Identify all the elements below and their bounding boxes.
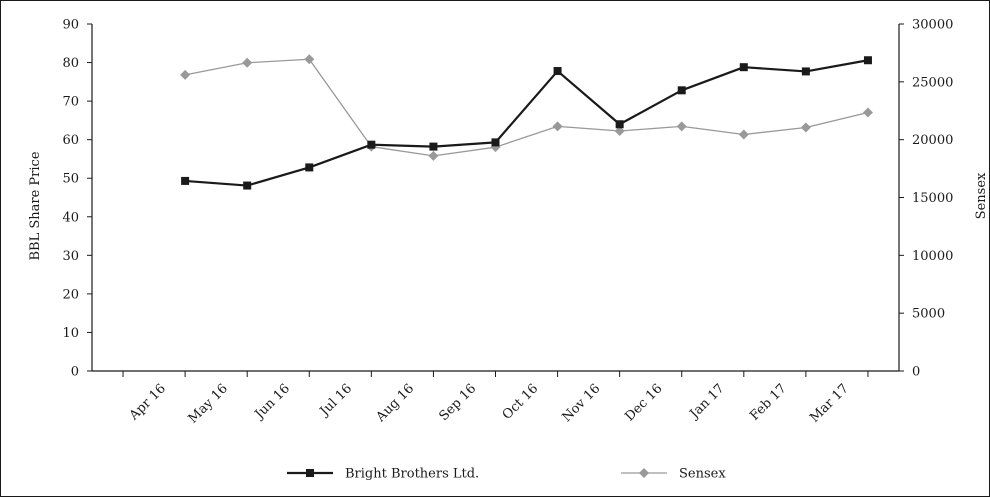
bbl-point [181, 176, 190, 185]
left-y-tick-label: 0 [71, 365, 79, 380]
sensex-point [639, 468, 649, 478]
left-y-tick-label: 80 [62, 56, 79, 71]
legend: Bright Brothers Ltd. Sensex [287, 467, 726, 482]
x-tick-label: Apr 16 [126, 381, 169, 424]
left-axis-title: BBL Share Price [28, 151, 43, 260]
right-axis-title: Sensex [974, 172, 989, 219]
right-y-tick-label: 5000 [912, 307, 945, 322]
sensex-point [862, 107, 873, 118]
right-y-tick-label: 20000 [912, 133, 953, 148]
x-tick-label: Jul 16 [316, 381, 355, 420]
x-tick-label: Aug 16 [373, 381, 417, 425]
sensex-point [614, 125, 625, 136]
bbl-point [801, 67, 810, 76]
x-tick-label: Jan 17 [686, 381, 728, 423]
x-tick-label: Sep 16 [436, 381, 479, 424]
bbl-point [429, 142, 438, 151]
right-y-tick-label: 25000 [912, 75, 953, 90]
sensex-point [676, 121, 687, 132]
sensex-point [304, 54, 315, 65]
right-y-tick-label: 30000 [912, 18, 953, 33]
x-tick-label: Dec 16 [622, 381, 665, 424]
sensex-point [428, 150, 439, 161]
right-y-tick-label: 0 [912, 365, 920, 380]
left-y-tick-label: 40 [62, 210, 79, 225]
right-y-tick-label: 10000 [912, 249, 953, 264]
left-y-tick-label: 30 [62, 249, 79, 264]
x-tick-label: May 16 [186, 381, 231, 426]
left-y-tick-label: 60 [62, 133, 79, 148]
x-tick-label: Nov 16 [559, 381, 603, 425]
bbl-point [863, 56, 872, 65]
right-y-tick-label: 15000 [912, 191, 953, 206]
sensex-line [184, 58, 869, 157]
legend-item-bbl: Bright Brothers Ltd. [287, 467, 479, 482]
legend-label: Bright Brothers Ltd. [345, 467, 479, 482]
bbl-series [181, 56, 872, 190]
left-y-tick-label: 10 [62, 326, 79, 341]
left-y-tick-label: 90 [62, 18, 79, 33]
bbl-point [615, 120, 624, 129]
left-y-tick-label: 50 [62, 172, 79, 187]
legend-label: Sensex [679, 467, 726, 482]
bbl-point [305, 163, 314, 172]
sensex-point [738, 129, 749, 140]
left-y-tick-label: 70 [62, 95, 79, 110]
legend-item-sensex: Sensex [621, 467, 726, 482]
bbl-point [367, 140, 376, 149]
x-tick-label: Feb 17 [747, 381, 789, 423]
x-tick-label: Mar 17 [807, 381, 852, 426]
sensex-point [180, 69, 191, 80]
bbl-point [306, 469, 314, 477]
bbl-point [243, 181, 252, 190]
axes [87, 23, 904, 377]
sensex-point [242, 57, 253, 68]
x-tick-label: Jun 16 [251, 381, 293, 423]
bbl-point [677, 86, 686, 95]
sensex-point [800, 122, 811, 133]
x-tick-label: Oct 16 [500, 381, 542, 423]
left-y-tick-label: 20 [62, 287, 79, 302]
bbl-point [553, 67, 562, 76]
bbl-point [491, 138, 500, 147]
tick-labels: 0 10 20 30 40 50 60 70 80 90 0 5000 10000 15000 20000 2… [62, 18, 953, 427]
bbl-line [185, 59, 869, 187]
bbl-point [739, 63, 748, 72]
series [180, 54, 873, 190]
sensex-point [552, 121, 563, 132]
